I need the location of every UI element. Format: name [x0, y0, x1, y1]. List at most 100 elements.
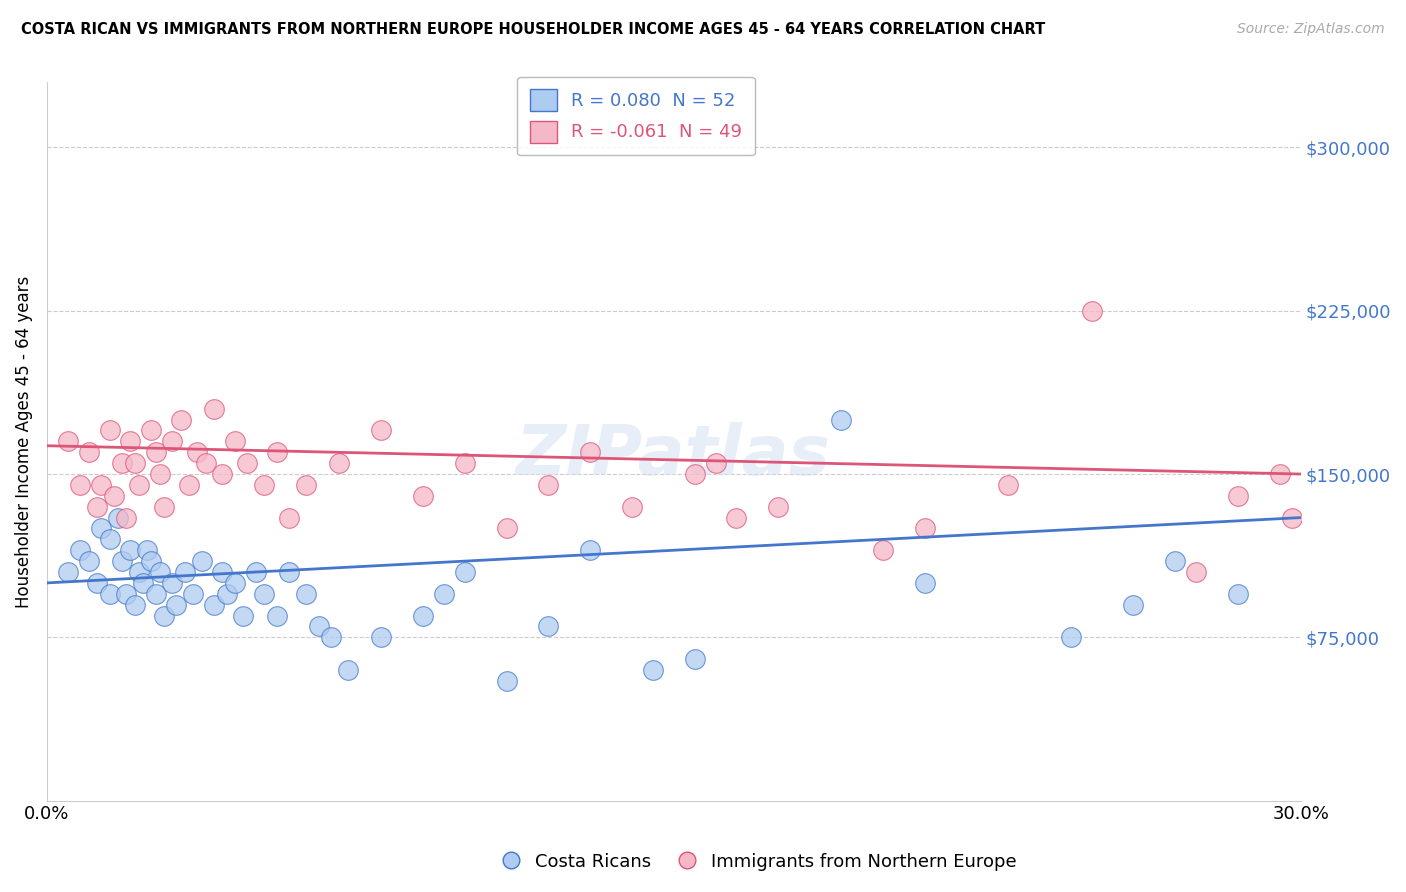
Point [1164, 554, 1187, 568]
Point [181, 587, 204, 601]
Point [128, 565, 150, 579]
Point [537, 478, 560, 492]
Point [145, 587, 167, 601]
Point [336, 663, 359, 677]
Point [1060, 630, 1083, 644]
Point [98, 587, 121, 601]
Point [1226, 489, 1249, 503]
Point [124, 456, 146, 470]
Point [495, 673, 517, 688]
Point [997, 478, 1019, 492]
Point [173, 565, 195, 579]
Point [162, 434, 184, 449]
Point [266, 445, 288, 459]
Point [169, 412, 191, 426]
Point [370, 630, 392, 644]
Point [103, 489, 125, 503]
Point [308, 619, 330, 633]
Point [211, 467, 233, 481]
Y-axis label: Householder Income Ages 45 - 64 years: Householder Income Ages 45 - 64 years [15, 276, 32, 607]
Point [69, 478, 91, 492]
Point [683, 467, 706, 481]
Point [211, 565, 233, 579]
Point [412, 608, 434, 623]
Point [215, 587, 238, 601]
Point [86, 575, 108, 590]
Point [153, 500, 176, 514]
Point [177, 478, 200, 492]
Point [186, 445, 208, 459]
Point [245, 565, 267, 579]
Point [1268, 467, 1291, 481]
Point [56, 434, 79, 449]
Point [236, 456, 259, 470]
Point [107, 510, 129, 524]
Point [278, 510, 301, 524]
Point [141, 554, 163, 568]
Point [56, 565, 79, 579]
Point [115, 510, 138, 524]
Point [412, 489, 434, 503]
Point [253, 478, 276, 492]
Point [295, 587, 318, 601]
Point [683, 652, 706, 666]
Point [90, 478, 112, 492]
Point [136, 543, 159, 558]
Point [319, 630, 342, 644]
Point [266, 608, 288, 623]
Point [111, 554, 134, 568]
Point [620, 500, 643, 514]
Point [454, 565, 477, 579]
Point [90, 521, 112, 535]
Point [830, 412, 852, 426]
Point [202, 598, 225, 612]
Point [1185, 565, 1208, 579]
Point [145, 445, 167, 459]
Point [77, 554, 100, 568]
Point [153, 608, 176, 623]
Point [141, 424, 163, 438]
Point [77, 445, 100, 459]
Point [914, 521, 936, 535]
Point [537, 619, 560, 633]
Legend: Costa Ricans, Immigrants from Northern Europe: Costa Ricans, Immigrants from Northern E… [495, 846, 1024, 879]
Point [111, 456, 134, 470]
Point [86, 500, 108, 514]
Point [1226, 587, 1249, 601]
Point [704, 456, 727, 470]
Point [253, 587, 276, 601]
Point [149, 467, 172, 481]
Point [120, 543, 142, 558]
Point [69, 543, 91, 558]
Text: COSTA RICAN VS IMMIGRANTS FROM NORTHERN EUROPE HOUSEHOLDER INCOME AGES 45 - 64 Y: COSTA RICAN VS IMMIGRANTS FROM NORTHERN … [21, 22, 1045, 37]
Point [115, 587, 138, 601]
Text: Source: ZipAtlas.com: Source: ZipAtlas.com [1237, 22, 1385, 37]
Point [872, 543, 894, 558]
Point [370, 424, 392, 438]
Point [128, 478, 150, 492]
Point [162, 575, 184, 590]
Point [1080, 303, 1102, 318]
Legend: R = 0.080  N = 52, R = -0.061  N = 49: R = 0.080 N = 52, R = -0.061 N = 49 [517, 77, 755, 155]
Point [224, 434, 246, 449]
Point [232, 608, 254, 623]
Point [98, 424, 121, 438]
Point [190, 554, 212, 568]
Point [194, 456, 217, 470]
Point [149, 565, 172, 579]
Point [579, 543, 602, 558]
Point [433, 587, 456, 601]
Point [495, 521, 517, 535]
Point [132, 575, 155, 590]
Point [579, 445, 602, 459]
Point [98, 533, 121, 547]
Point [165, 598, 187, 612]
Text: ZIPatlas: ZIPatlas [516, 422, 831, 489]
Point [454, 456, 477, 470]
Point [725, 510, 748, 524]
Point [328, 456, 350, 470]
Point [120, 434, 142, 449]
Point [295, 478, 318, 492]
Point [641, 663, 664, 677]
Point [224, 575, 246, 590]
